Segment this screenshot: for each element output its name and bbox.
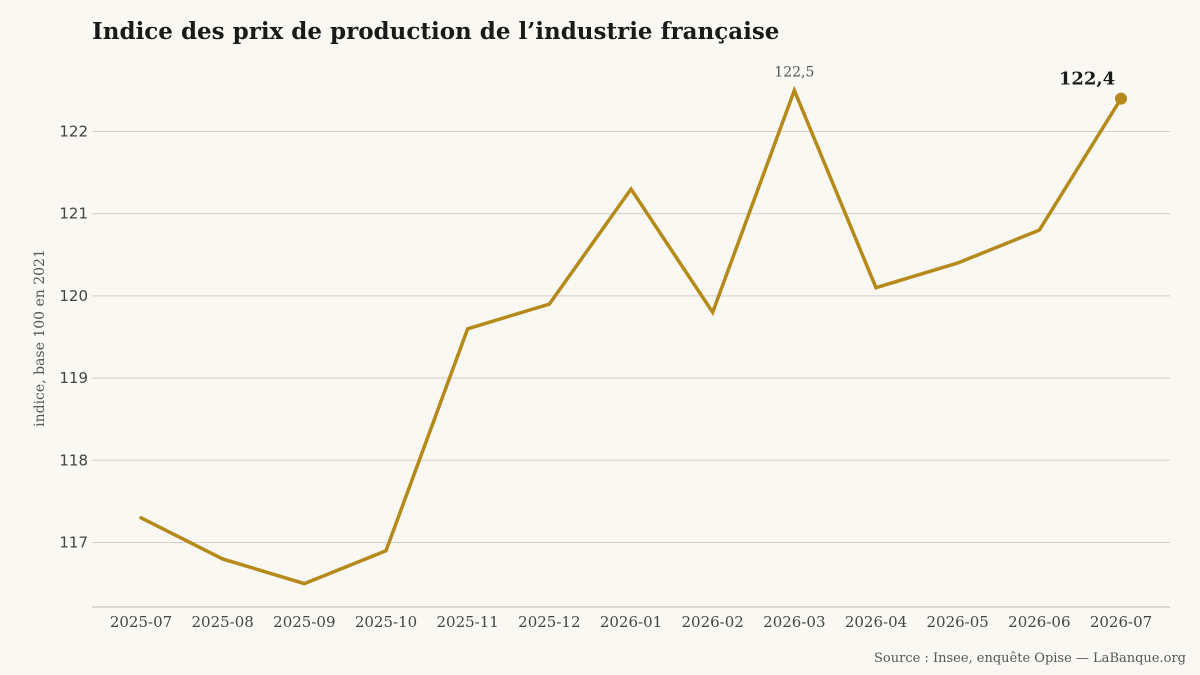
data-point-2025-09 <box>302 582 306 586</box>
data-point-2025-07 <box>139 516 143 520</box>
series <box>139 85 1127 586</box>
chart-title: Indice des prix de production de l’indus… <box>92 18 780 45</box>
y-tick-label-119: 119 <box>59 369 88 387</box>
x-tick-label-2026-06: 2026-06 <box>1008 613 1070 631</box>
source-note: Source : Insee, enquête Opise — LaBanque… <box>874 651 1186 666</box>
data-point-2025-08 <box>221 557 225 561</box>
data-point-2026-01 <box>629 187 633 191</box>
x-tick-label-2026-01: 2026-01 <box>600 613 662 631</box>
y-tick-label-118: 118 <box>59 451 88 469</box>
y-tick-label-120: 120 <box>59 287 88 305</box>
y-axis-label: indice, base 100 en 2021 <box>32 249 48 427</box>
data-point-2026-04 <box>874 286 878 290</box>
x-tick-label-2026-07: 2026-07 <box>1090 613 1152 631</box>
x-tick-label-2025-07: 2025-07 <box>110 613 172 631</box>
data-point-2026-02 <box>711 310 715 314</box>
x-tick-label-2025-11: 2025-11 <box>436 613 498 631</box>
data-point-2025-11 <box>466 327 470 331</box>
x-tick-label-2026-03: 2026-03 <box>763 613 825 631</box>
data-point-2025-12 <box>547 302 551 306</box>
x-tick-label-2025-10: 2025-10 <box>355 613 417 631</box>
data-point-2025-10 <box>384 549 388 553</box>
x-tick-label-2025-08: 2025-08 <box>191 613 253 631</box>
series-line-0 <box>139 85 1123 586</box>
data-point-2026-03 <box>792 88 796 92</box>
y-tick-label-121: 121 <box>59 205 88 223</box>
y-tick-labels: 117 118 119 120 121 122 <box>59 123 88 552</box>
x-tick-label-2025-12: 2025-12 <box>518 613 580 631</box>
gridlines <box>92 131 1170 543</box>
x-tick-label-2025-09: 2025-09 <box>273 613 335 631</box>
annotations: 122,5 122,4 <box>774 64 1115 89</box>
y-tick-label-117: 117 <box>59 534 88 552</box>
data-point-2026-07 <box>1115 92 1127 105</box>
annotation-2026-03: 122,5 <box>774 64 814 80</box>
x-tick-label-2026-04: 2026-04 <box>845 613 907 631</box>
x-tick-labels: 2025-07 2025-08 2025-09 2025-10 2025-11 2025-… <box>110 613 1152 631</box>
data-point-2026-05 <box>956 261 960 265</box>
x-tick-label-2026-05: 2026-05 <box>926 613 988 631</box>
y-tick-label-122: 122 <box>59 123 88 141</box>
data-point-2026-06 <box>1037 228 1041 232</box>
x-tick-label-2026-02: 2026-02 <box>681 613 743 631</box>
annotation-2026-07: 122,4 <box>1059 69 1115 90</box>
